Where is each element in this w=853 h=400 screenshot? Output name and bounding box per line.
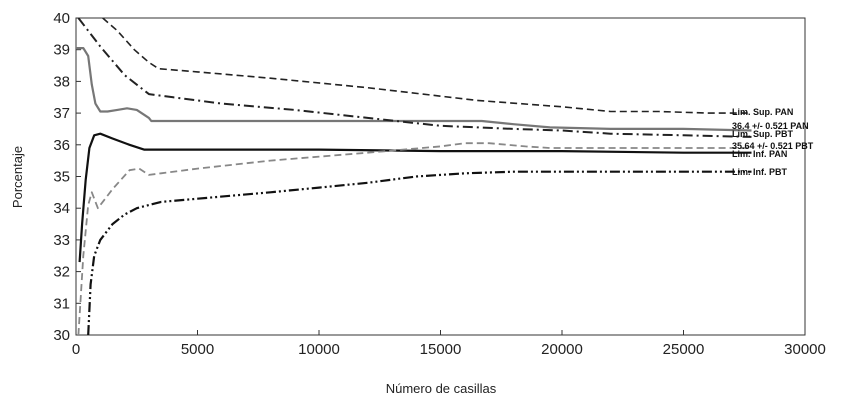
x-tick-label: 10000 [298, 341, 340, 358]
y-tick-label: 35 [53, 169, 70, 186]
series-label-3: Lim. Sup. PBT [732, 129, 794, 139]
series-line-1 [102, 18, 752, 114]
series-line-5 [77, 142, 752, 335]
series-label-4: 35.64 +/- 0.521 PBT [732, 141, 814, 151]
x-tick-label: 15000 [420, 341, 462, 358]
y-tick-label: 39 [53, 42, 70, 59]
x-tick-label: 0 [72, 341, 80, 358]
y-tick-label: 36 [53, 137, 70, 154]
y-tick-label: 40 [53, 10, 70, 27]
series-line-6 [87, 170, 752, 335]
x-tick-label: 30000 [784, 341, 826, 358]
series-line-4 [78, 132, 752, 263]
y-tick-label: 30 [53, 327, 70, 344]
x-tick-label: 25000 [663, 341, 705, 358]
y-axis-label: Porcentaje [10, 146, 25, 208]
x-tick-label: 20000 [541, 341, 583, 358]
series-label-6: Lim. Inf. PBT [732, 167, 788, 177]
series-label-1: Lim. Sup. PAN [732, 107, 793, 117]
x-axis-label: Número de casillas [386, 381, 497, 396]
x-tick-label: 5000 [181, 341, 214, 358]
series-label-5: Lim. Inf. PAN [732, 149, 787, 159]
axes [75, 17, 806, 336]
y-tick-label: 37 [53, 105, 70, 122]
y-tick-label: 33 [53, 232, 70, 249]
y-tick-label: 31 [53, 295, 70, 312]
series-line-3 [77, 18, 752, 138]
plot-frame [75, 17, 806, 336]
y-tick-label: 32 [53, 264, 70, 281]
y-tick-label: 38 [53, 73, 70, 90]
series-label-2: 36.4 +/- 0.521 PAN [732, 121, 809, 131]
y-tick-label: 34 [53, 200, 70, 217]
tick-labels: 30 31 32 33 34 35 36 37 38 39 40 0 5000 10000 15000 200… [53, 10, 826, 358]
series-lines [76, 18, 752, 335]
series-line-2 [76, 47, 752, 132]
